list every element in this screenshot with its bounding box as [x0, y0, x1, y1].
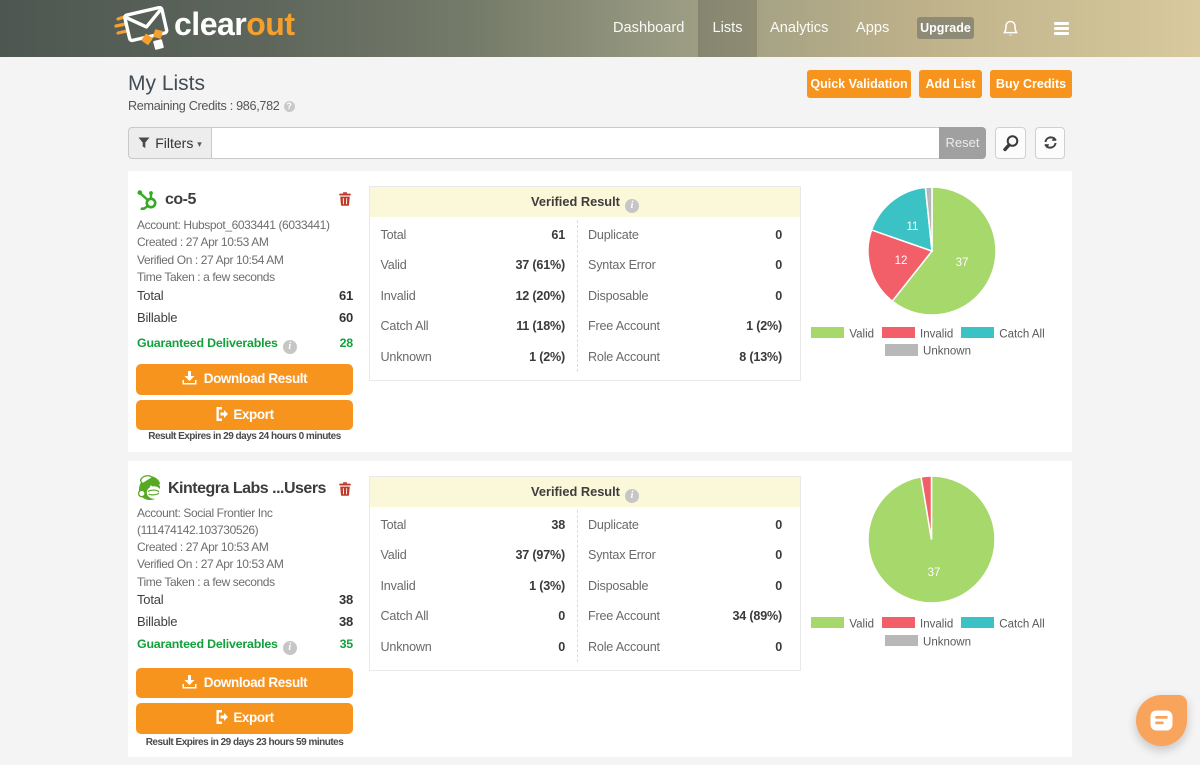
svg-text:37: 37	[928, 567, 941, 579]
svg-text:37: 37	[956, 257, 969, 269]
svg-text:12: 12	[895, 255, 908, 267]
svg-text:11: 11	[907, 221, 919, 233]
